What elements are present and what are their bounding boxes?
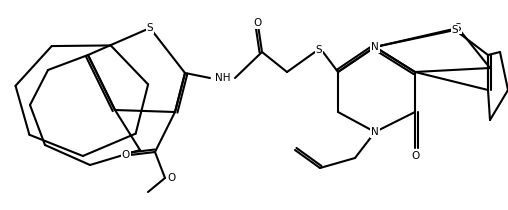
Text: S: S [452, 25, 458, 35]
Text: O: O [411, 151, 419, 161]
Text: N: N [371, 42, 379, 52]
Text: S: S [147, 23, 153, 33]
Text: O: O [167, 173, 175, 183]
Text: O: O [254, 18, 262, 28]
Text: O: O [122, 150, 130, 160]
Text: S: S [315, 45, 322, 55]
Text: N: N [371, 127, 379, 137]
Text: NH: NH [215, 73, 231, 83]
Text: S: S [455, 23, 461, 33]
